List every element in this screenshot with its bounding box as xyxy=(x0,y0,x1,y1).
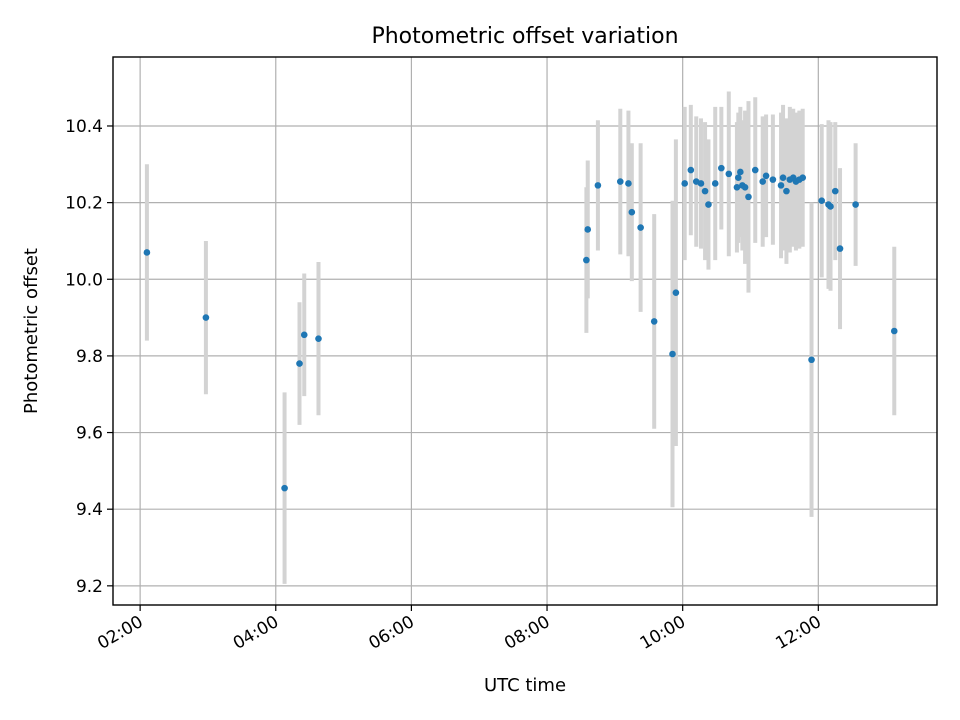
data-point xyxy=(315,335,322,342)
data-point xyxy=(745,193,752,201)
data-point xyxy=(697,180,705,187)
data-point xyxy=(783,187,790,195)
data-point xyxy=(777,182,785,189)
tick-layer: 02:00 04:00 06:00 08:00 10:00 12:00 9.2 9.4 9.6 9… xyxy=(65,117,825,654)
y-axis-label: Photometric offset xyxy=(21,248,42,414)
data-point xyxy=(734,174,742,182)
data-point xyxy=(650,318,658,325)
data-point xyxy=(594,182,602,189)
data-point xyxy=(281,484,288,492)
data-point xyxy=(741,183,749,191)
x-axis-label: UTC time xyxy=(484,675,566,696)
data-point xyxy=(687,166,695,174)
data-point xyxy=(733,183,741,191)
y-tick-label: 10.4 xyxy=(65,117,103,137)
data-point xyxy=(637,224,644,231)
plot-frame xyxy=(112,56,938,606)
data-point xyxy=(818,197,826,205)
y-tick-label: 9.6 xyxy=(76,424,103,444)
data-point xyxy=(625,180,632,187)
y-tick-label: 9.8 xyxy=(76,347,103,367)
y-tick-label: 9.4 xyxy=(76,500,103,520)
x-tick-label: 10:00 xyxy=(637,612,689,654)
errorbar-layer xyxy=(144,91,897,584)
y-tick-label: 10.0 xyxy=(65,270,103,290)
data-point xyxy=(852,201,859,208)
x-tick-label: 06:00 xyxy=(365,612,417,654)
data-point xyxy=(808,356,815,364)
data-point xyxy=(300,331,308,339)
data-point xyxy=(836,245,844,252)
data-point xyxy=(143,249,151,256)
data-point xyxy=(762,172,770,180)
data-point xyxy=(681,180,689,187)
data-point xyxy=(584,226,592,233)
data-point xyxy=(831,187,839,195)
data-point xyxy=(779,174,787,182)
x-tick-label: 12:00 xyxy=(772,612,824,654)
data-point xyxy=(769,176,777,183)
y-tick-label: 9.2 xyxy=(76,577,103,597)
data-point xyxy=(669,350,676,358)
data-point xyxy=(202,314,210,321)
data-point xyxy=(296,360,303,367)
data-point xyxy=(890,327,898,335)
x-tick-label: 08:00 xyxy=(501,612,553,654)
data-point xyxy=(737,168,744,176)
point-layer xyxy=(143,164,898,492)
x-tick-label: 02:00 xyxy=(94,612,146,654)
data-point xyxy=(672,289,680,296)
data-point xyxy=(701,187,709,195)
data-point xyxy=(583,256,590,264)
data-point xyxy=(725,170,733,178)
data-point xyxy=(718,164,725,172)
data-point xyxy=(711,180,719,187)
data-point xyxy=(616,178,624,185)
data-point xyxy=(827,203,834,210)
data-point xyxy=(759,178,767,185)
data-point xyxy=(705,201,712,208)
data-point xyxy=(799,174,807,182)
y-tick-label: 10.2 xyxy=(65,194,103,214)
chart-title: Photometric offset variation xyxy=(371,24,678,49)
x-tick-label: 04:00 xyxy=(230,612,282,654)
data-point xyxy=(628,208,636,216)
data-point xyxy=(751,166,759,174)
